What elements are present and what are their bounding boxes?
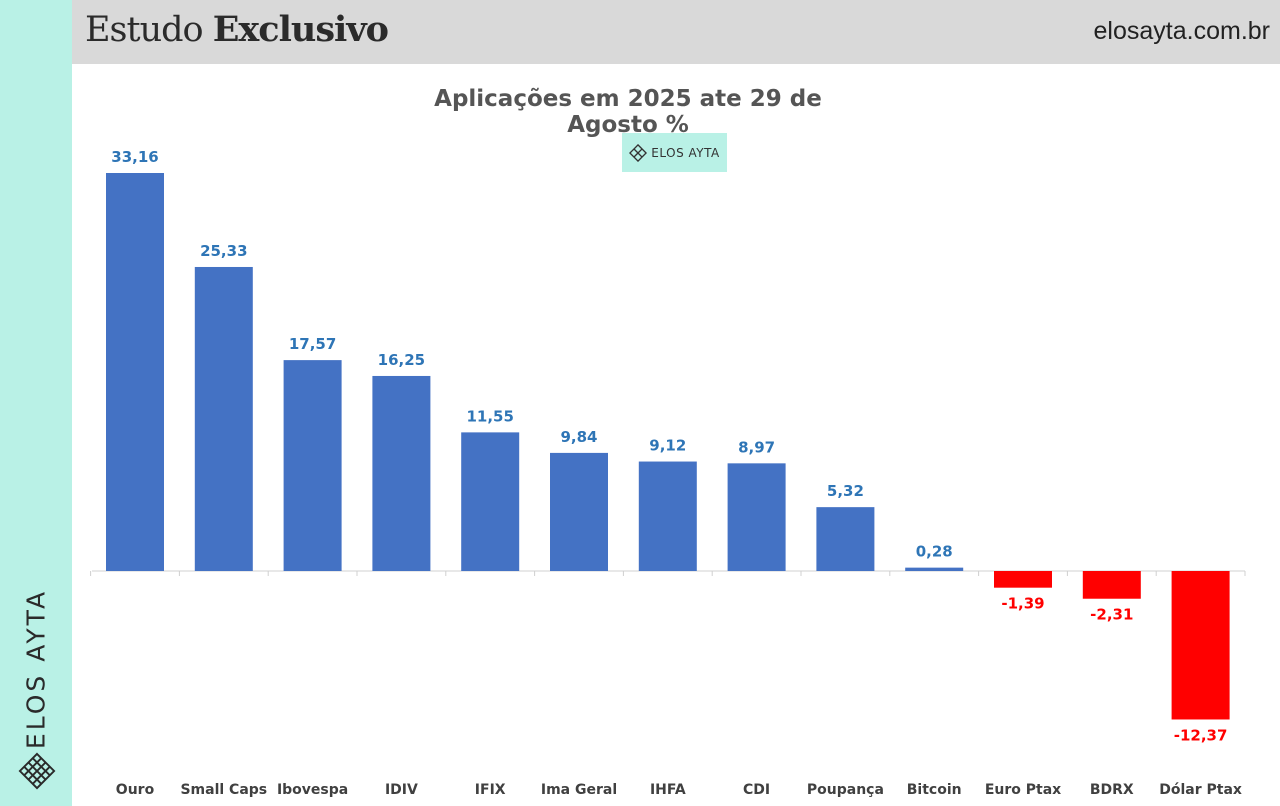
category-label: Ibovespa <box>277 782 348 798</box>
lattice-logo-icon <box>18 752 56 790</box>
sidebar: ELOS AYTA <box>0 0 72 806</box>
header-title-regular: Estudo <box>85 10 204 50</box>
bar-euro-ptax <box>994 571 1052 588</box>
bar-value-label: 33,16 <box>111 148 158 166</box>
bar-value-label: 5,32 <box>827 482 864 500</box>
category-label: IDIV <box>385 782 418 798</box>
bar-ima-geral <box>550 452 608 571</box>
bar-bitcoin <box>905 567 964 571</box>
chart-title: Aplicações em 2025 ate 29 de Agosto % <box>434 86 822 138</box>
header-title-bold: Exclusivo <box>212 9 389 50</box>
category-label: CDI <box>743 782 770 798</box>
bar-value-label: 25,33 <box>200 242 247 260</box>
bar-ifix <box>461 432 520 571</box>
bar-value-label: -2,31 <box>1090 606 1133 624</box>
bar-value-label: 9,84 <box>560 428 597 446</box>
bar-dólar-ptax <box>1171 571 1230 720</box>
bar-ihfa <box>638 461 697 571</box>
bar-cdi <box>727 463 786 571</box>
bar-value-label: 16,25 <box>378 351 425 369</box>
category-label: IFIX <box>475 782 506 798</box>
bar-value-label: 8,97 <box>738 438 775 456</box>
header-bar: Estudo Exclusivo elosayta.com.br <box>72 0 1280 64</box>
category-label: IHFA <box>650 782 686 798</box>
bar-value-label: 9,12 <box>649 437 686 455</box>
chart-watermark: ELOS AYTA <box>622 133 727 172</box>
bar-value-label: 0,28 <box>916 543 953 561</box>
header-title: Estudo Exclusivo <box>85 9 389 50</box>
category-label: BDRX <box>1090 782 1134 798</box>
category-label: Small Caps <box>180 782 267 798</box>
bar-value-label: -12,37 <box>1174 726 1228 744</box>
category-label: Poupança <box>807 782 884 798</box>
bar-bdrx <box>1082 571 1141 599</box>
header-site-url: elosayta.com.br <box>1093 17 1270 45</box>
bar-value-label: -1,39 <box>1001 595 1044 613</box>
bar-ibovespa <box>283 360 342 571</box>
bar-ouro <box>106 173 164 571</box>
category-label: Dólar Ptax <box>1159 782 1242 798</box>
bar-value-label: 17,57 <box>289 335 336 353</box>
watermark-text: ELOS AYTA <box>651 145 720 160</box>
category-label: Bitcoin <box>907 782 962 798</box>
bar-value-label: 11,55 <box>466 407 513 425</box>
category-label: Ima Geral <box>541 782 617 798</box>
bar-poupança <box>816 507 875 571</box>
category-label: Euro Ptax <box>985 782 1061 798</box>
bar-idiv <box>372 375 431 571</box>
bar-small-caps <box>194 266 253 571</box>
category-label: Ouro <box>116 782 155 798</box>
lattice-logo-icon <box>629 143 648 162</box>
